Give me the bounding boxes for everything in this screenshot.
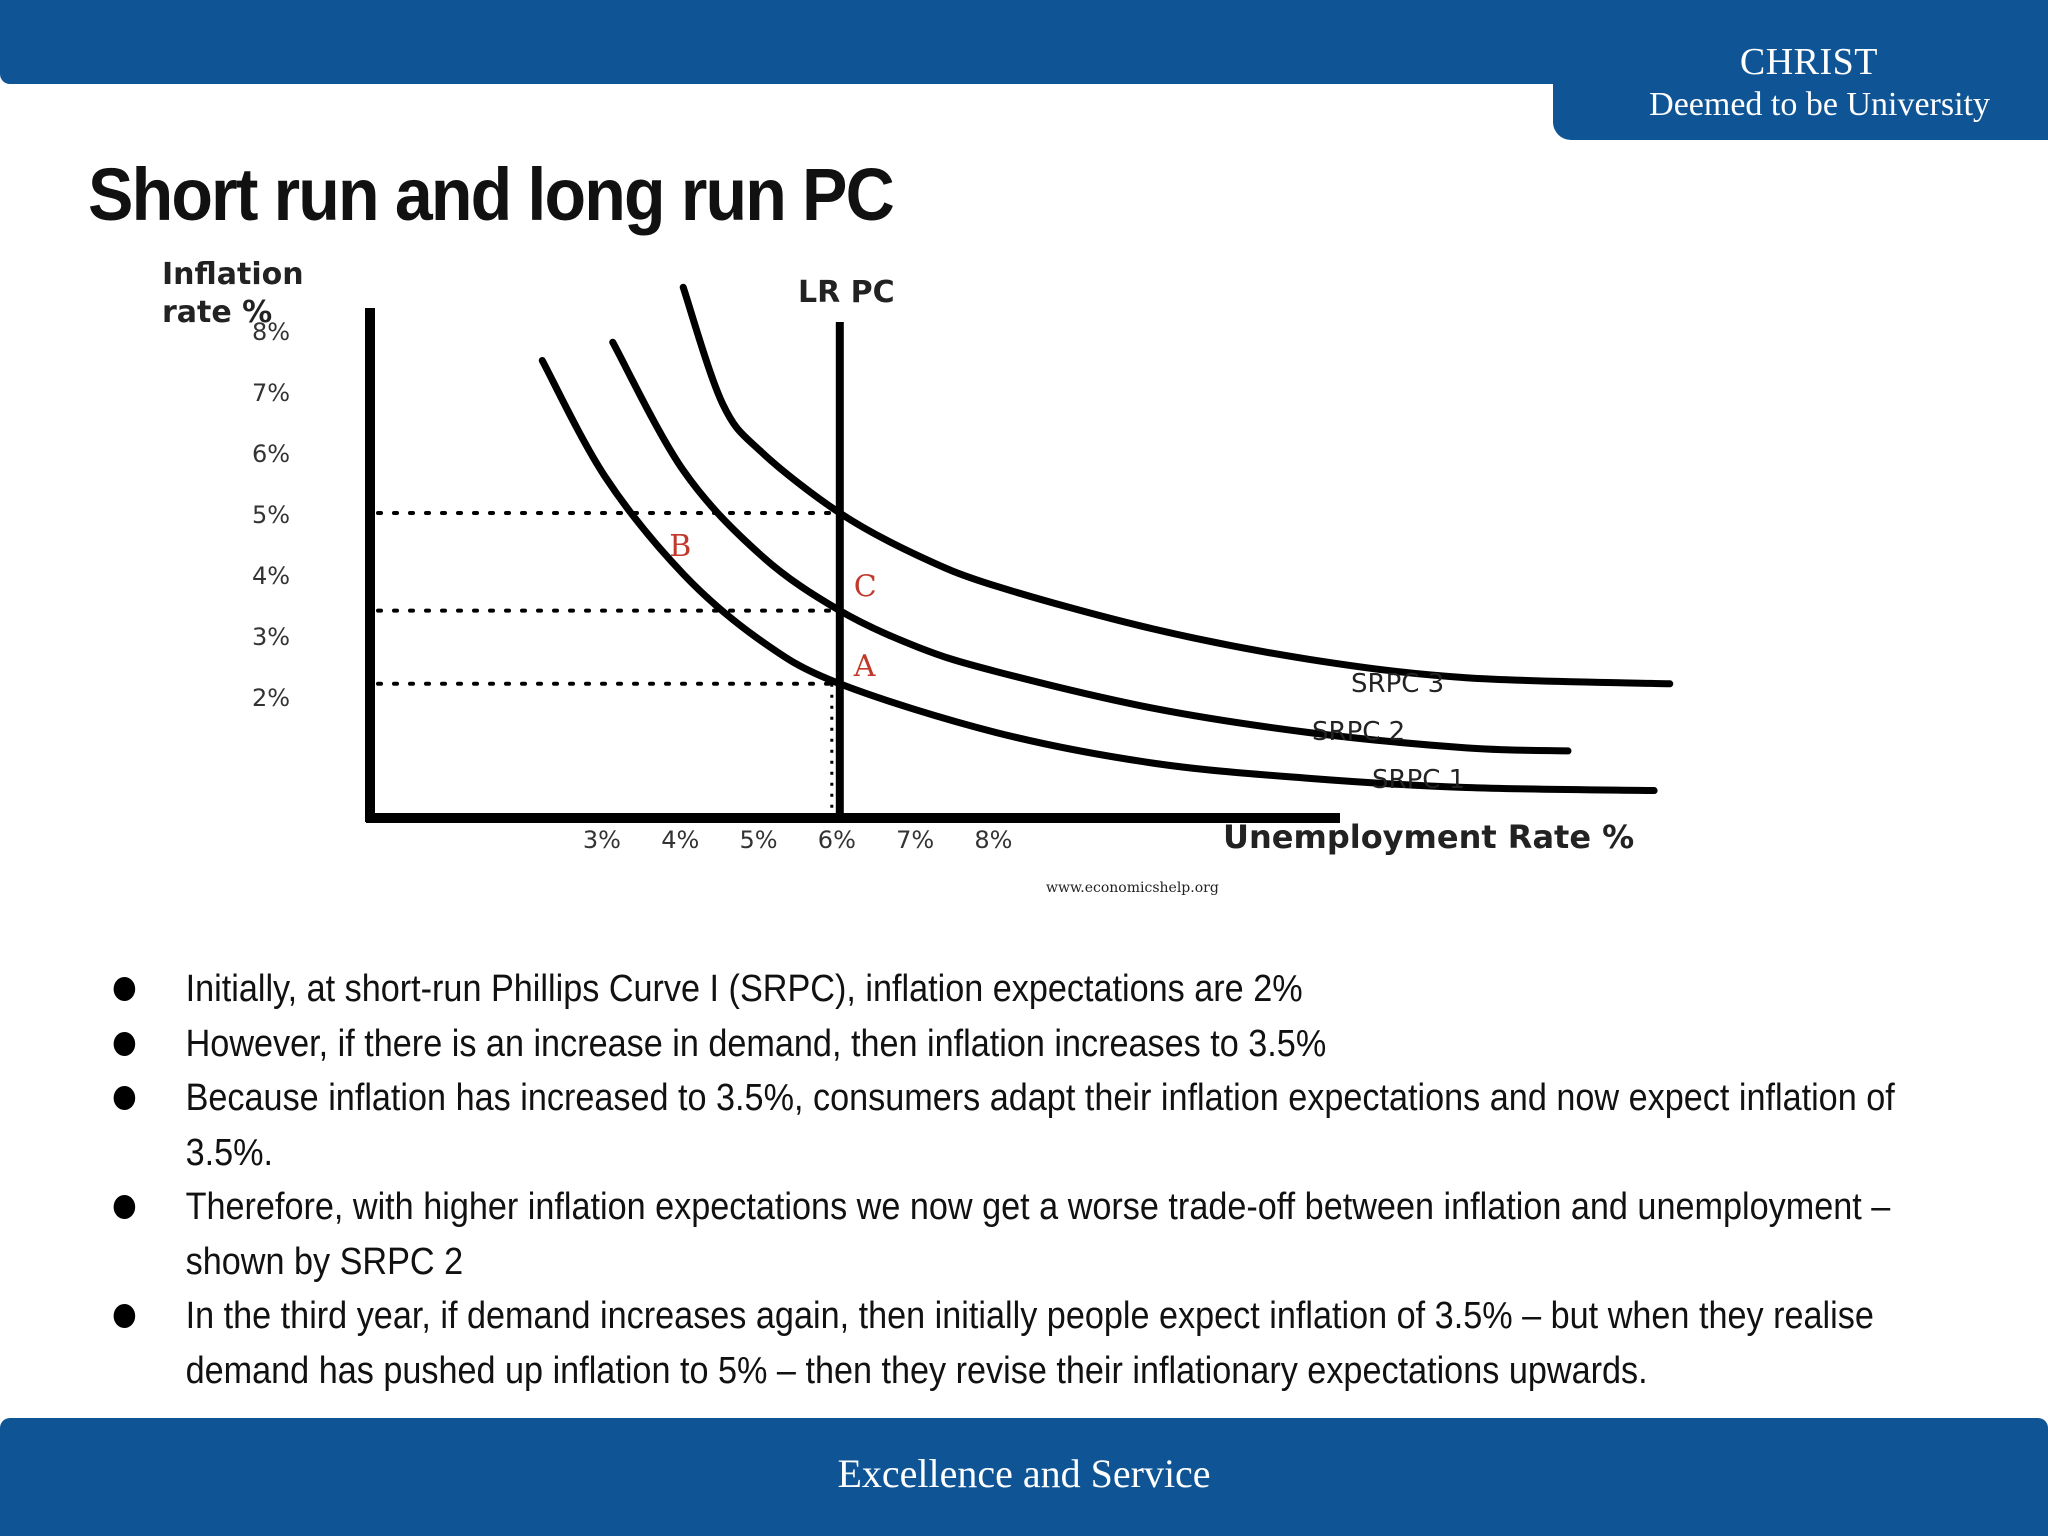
- brand-name: CHRIST: [1739, 41, 1878, 83]
- x-tick-label: 5%: [740, 826, 778, 854]
- y-axis-label-line2: rate %: [162, 295, 272, 330]
- y-tick-label: 7%: [252, 379, 290, 407]
- bullet-item: Therefore, with higher inflation expecta…: [110, 1180, 1950, 1289]
- lrpc-label: LR PC: [798, 275, 895, 310]
- y-axis-label-line1: Inflation: [162, 257, 304, 292]
- point-label-a: A: [853, 649, 876, 684]
- bullet-text: Because inflation has increased to 3.5%,…: [185, 1077, 1895, 1174]
- x-tick-label: 3%: [583, 826, 621, 854]
- x-tick-label: 4%: [661, 826, 699, 854]
- x-tick-label: 8%: [974, 826, 1012, 854]
- point-label-c: C: [854, 570, 877, 605]
- bullet-text: In the third year, if demand increases a…: [185, 1295, 1874, 1392]
- y-tick-label: 2%: [252, 684, 290, 712]
- point-label-b: B: [669, 529, 691, 564]
- bullet-dot: [113, 1031, 136, 1056]
- srpc-3-label: SRPC 3: [1351, 669, 1444, 699]
- x-tick-label: 7%: [896, 826, 934, 854]
- srpc-1-curve: [538, 357, 1658, 795]
- bullet-text: However, if there is an increase in dema…: [185, 1022, 1327, 1065]
- slide-title: Short run and long run PC: [88, 153, 895, 236]
- bullet-item: Initially, at short-run Phillips Curve I…: [110, 962, 1950, 1017]
- brand-tab: [1553, 0, 2048, 140]
- source-label: www.economicshelp.org: [1046, 880, 1219, 896]
- x-axis-label: Unemployment Rate %: [1223, 818, 1634, 856]
- srpc-2-label: SRPC 2: [1312, 717, 1405, 747]
- y-tick-label: 8%: [252, 318, 290, 346]
- srpc-3-curve: [679, 283, 1674, 688]
- y-tick-label: 3%: [252, 623, 290, 651]
- y-tick-label: 6%: [252, 440, 290, 468]
- bullet-item: Because inflation has increased to 3.5%,…: [110, 1071, 1950, 1180]
- chart-svg: Inflation rate % Unemployment Rate % LR …: [162, 257, 1674, 896]
- x-tick-label: 6%: [818, 826, 856, 854]
- bullet-dot: [113, 977, 136, 1001]
- footer-band: [0, 1418, 2048, 1536]
- srpc-2-curve: [609, 338, 1572, 755]
- bullet-text: Therefore, with higher inflation expecta…: [185, 1186, 1891, 1283]
- bullet-dot: [113, 1086, 136, 1110]
- bullet-item: However, if there is an increase in dema…: [110, 1017, 1950, 1072]
- bullet-text: Initially, at short-run Phillips Curve I…: [185, 968, 1303, 1010]
- bullet-dot: [113, 1195, 136, 1219]
- brand-subtitle: Deemed to be University: [1649, 86, 1990, 123]
- bullet-list: Initially, at short-run Phillips Curve I…: [110, 962, 1970, 1398]
- bullet-dot: [113, 1304, 136, 1328]
- footer-motto: Excellence and Service: [837, 1451, 1211, 1496]
- y-tick-label: 4%: [252, 562, 290, 590]
- y-tick-label: 5%: [252, 501, 290, 529]
- phillips-curve-chart: Inflation rate % Unemployment Rate % LR …: [140, 250, 1700, 910]
- bullet-item: In the third year, if demand increases a…: [110, 1289, 1950, 1398]
- srpc-1-label: SRPC 1: [1372, 765, 1465, 795]
